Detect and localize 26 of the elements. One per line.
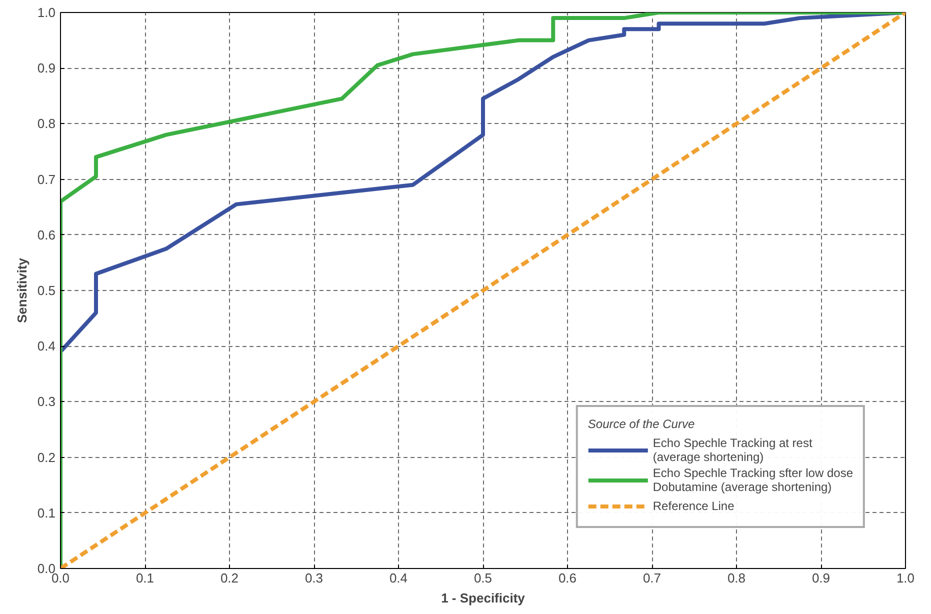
x-axis-title: 1 - Specificity — [441, 590, 526, 606]
x-tick-label: 0.9 — [812, 570, 830, 586]
x-tick-label: 0.7 — [642, 570, 662, 586]
y-axis-title: Sensitivity — [14, 257, 30, 324]
legend-title: Source of the Curve — [588, 417, 696, 431]
x-tick-label: 0.4 — [389, 570, 408, 586]
y-tick-label: 0.9 — [37, 60, 56, 76]
y-tick-label: 0.2 — [37, 450, 56, 465]
y-tick-label: 0.5 — [37, 283, 56, 298]
y-tick-label: 0.3 — [37, 394, 56, 410]
legend-label: Reference Line — [652, 499, 734, 513]
x-tick-label: 0.2 — [220, 570, 239, 586]
x-tick-label: 0.1 — [136, 570, 154, 586]
x-tick-label: 0.6 — [558, 570, 577, 586]
y-tick-label: 0.8 — [37, 116, 56, 132]
legend-label: Echo Spechle Tracking sfter low dose Dobutamine (average shortening) — [652, 466, 853, 494]
x-tick-label: 0.8 — [727, 570, 746, 586]
legend-label: Echo Spechle Tracking at rest (average shortening) — [652, 436, 812, 464]
x-tick-label: 1.0 — [896, 570, 915, 586]
y-tick-label: 0.1 — [37, 505, 56, 520]
x-tick-label: 0.3 — [304, 570, 324, 586]
y-tick-label: 1.0 — [37, 5, 56, 20]
x-tick-label: 0.5 — [474, 570, 492, 586]
y-tick-label: 0.6 — [37, 227, 56, 242]
y-tick-label: 0.7 — [37, 172, 56, 187]
y-tick-label: 0.4 — [37, 338, 56, 354]
